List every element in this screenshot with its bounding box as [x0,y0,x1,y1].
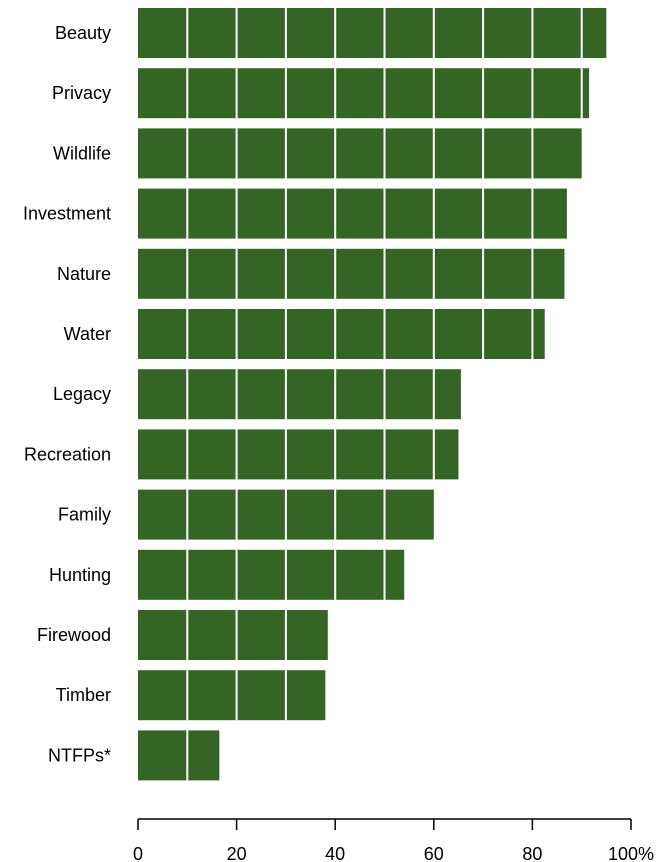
category-label: Recreation [24,444,111,464]
bar-7 [138,429,459,480]
bar-9 [138,549,405,600]
category-label: Water [64,324,111,344]
bar-6 [138,369,461,420]
x-tick-label: 0 [133,844,143,862]
bar-3 [138,188,567,239]
bars-group [138,8,607,781]
category-label: Firewood [37,625,111,645]
category-label: Privacy [52,83,111,103]
category-label: Wildlife [53,143,111,163]
category-labels: Beauty Privacy Wildlife Investment Nature Wat… [23,23,111,765]
x-tick-label: 80 [522,844,542,862]
x-axis: 0 20 40 60 80 100% [133,818,654,862]
x-tick-label: 20 [227,844,247,862]
category-label: Hunting [49,565,111,585]
bar-5 [138,309,545,359]
x-tick-label: 40 [325,844,345,862]
category-label: Legacy [53,384,111,404]
category-label: Timber [56,685,111,705]
x-tick-label: 60 [424,844,444,862]
bar-4 [138,248,565,299]
category-label: Family [58,505,111,525]
category-label: Nature [57,264,111,284]
bar-10 [138,610,328,660]
category-label: NTFPs* [48,745,111,765]
bar-1 [138,68,590,119]
bar-12 [138,730,220,781]
category-label: Beauty [55,23,111,43]
x-tick-label: 100% [608,844,654,862]
bar-0 [138,8,607,58]
bar-11 [138,670,326,721]
category-label: Investment [23,204,111,224]
bar-2 [138,128,582,179]
